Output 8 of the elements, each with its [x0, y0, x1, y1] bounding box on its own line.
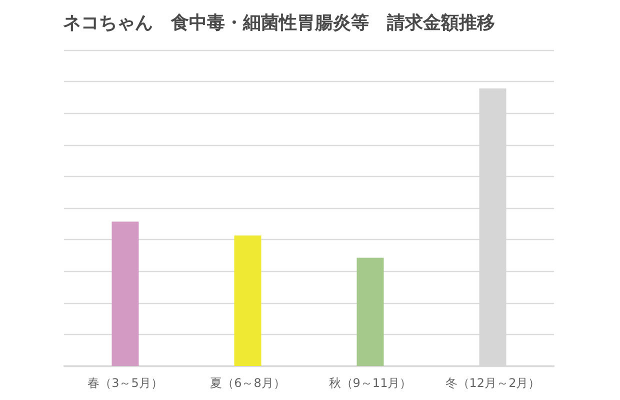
bar: [356, 258, 384, 366]
x-tick-label: 秋（9～11月）: [328, 376, 412, 390]
chart-title: ネコちゃん 食中毒・細菌性胃腸炎等 請求金額推移: [63, 12, 495, 34]
bar: [234, 235, 262, 366]
x-tick-label: 冬（12月～2月）: [445, 376, 540, 390]
x-tick-label: 夏（6～8月）: [210, 376, 286, 390]
bar: [112, 222, 139, 366]
x-tick-label: 春（3～5月）: [88, 376, 163, 390]
